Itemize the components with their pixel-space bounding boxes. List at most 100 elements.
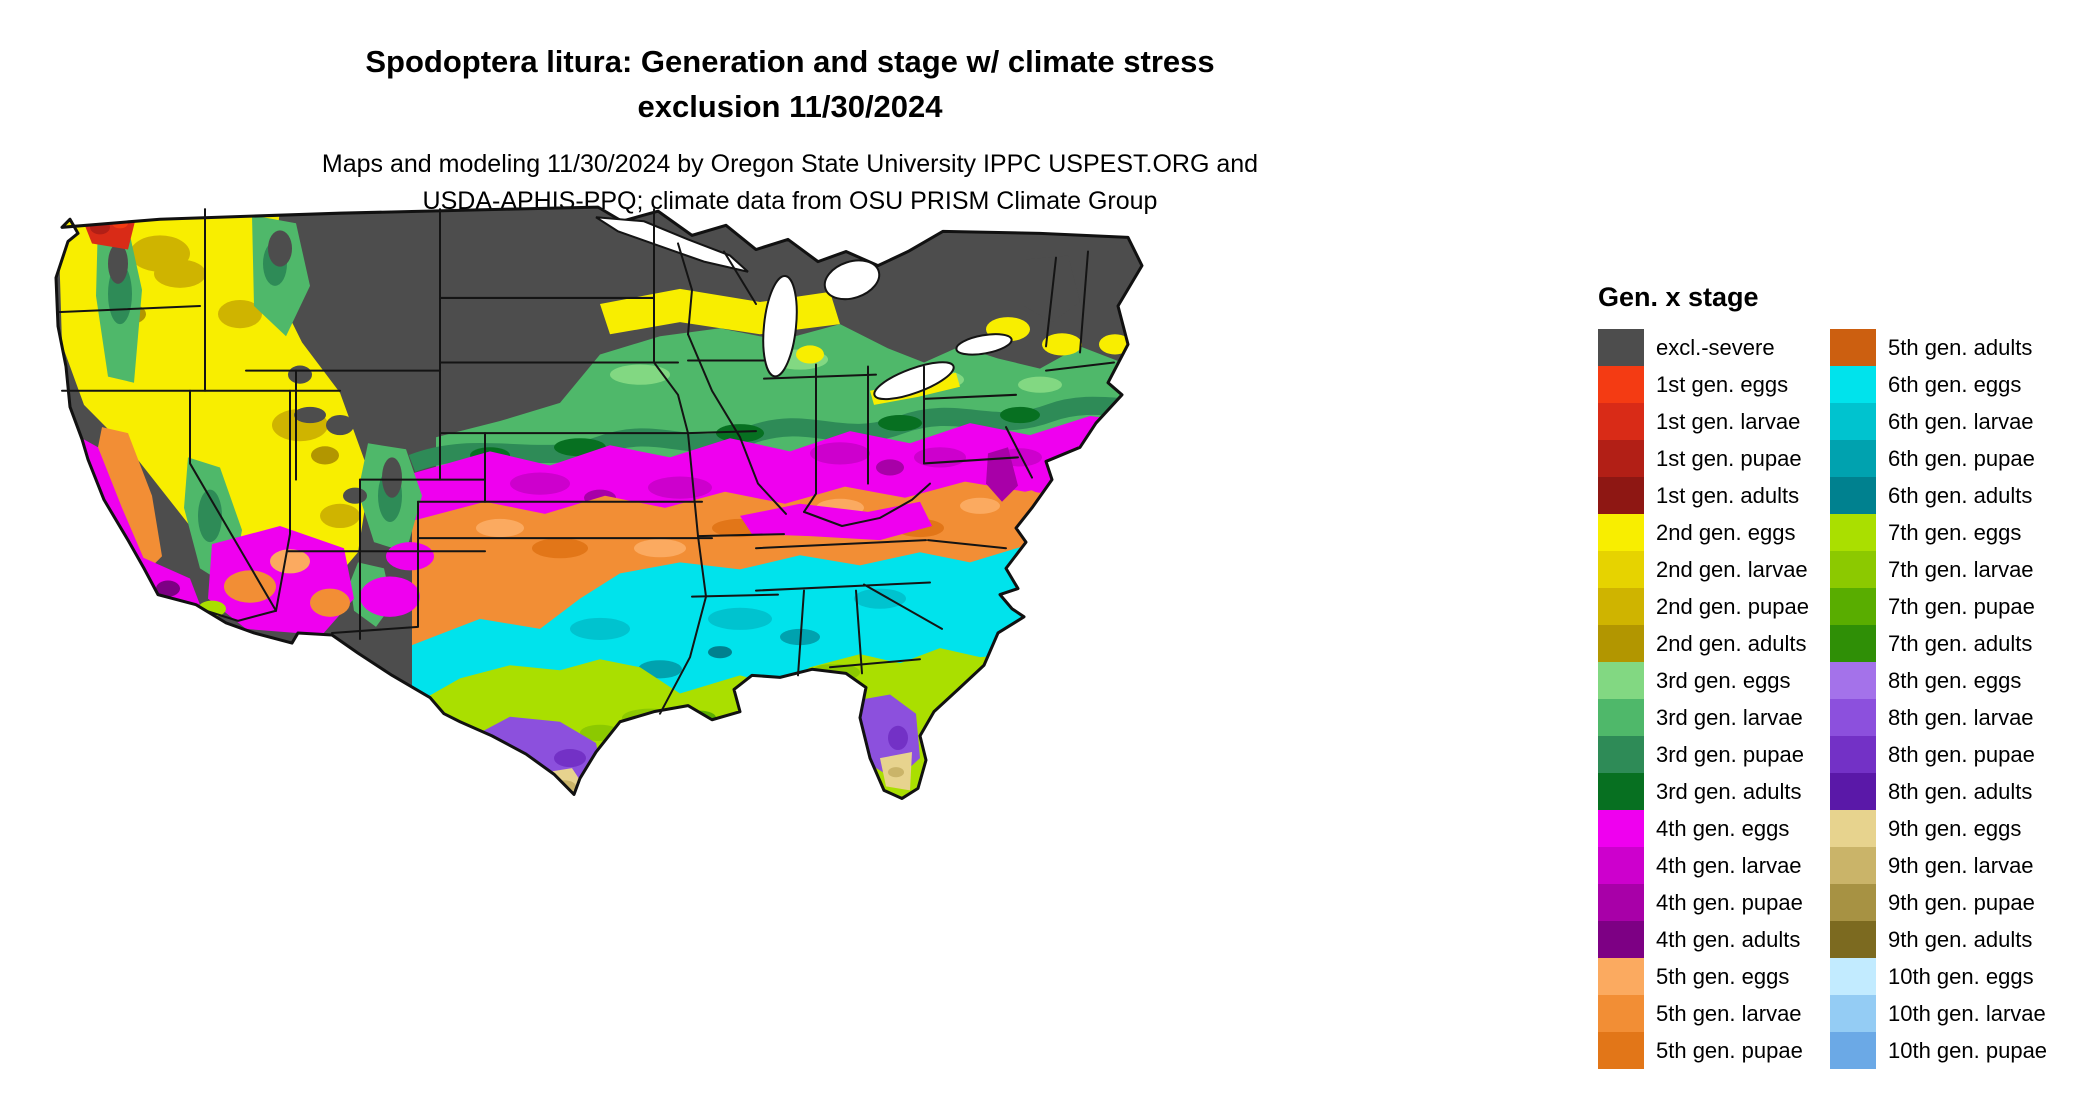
legend-entry: 4th gen. larvae — [1598, 847, 1830, 884]
legend-entry: 3rd gen. eggs — [1598, 662, 1830, 699]
legend-swatch — [1598, 329, 1644, 366]
legend-swatch — [1598, 699, 1644, 736]
legend-label: excl.-severe — [1656, 334, 1775, 360]
legend-entry: 4th gen. adults — [1598, 921, 1830, 958]
legend-label: 1st gen. larvae — [1656, 408, 1801, 434]
legend-label: 4th gen. eggs — [1656, 815, 1790, 841]
legend-label: 5th gen. adults — [1888, 334, 2033, 360]
legend-entry: 9th gen. eggs — [1830, 810, 2062, 847]
legend-swatch — [1830, 810, 1876, 847]
legend-swatch — [1830, 329, 1876, 366]
legend-entry: 9th gen. adults — [1830, 921, 2062, 958]
legend-column-1: excl.-severe 1st gen. eggs 1st gen. larvae… — [1598, 329, 1830, 1069]
legend-label: 10th gen. eggs — [1888, 963, 2034, 989]
legend-swatch — [1598, 995, 1644, 1032]
legend-swatch — [1598, 403, 1644, 440]
legend-label: 6th gen. pupae — [1888, 445, 2035, 471]
legend-label: 3rd gen. adults — [1656, 778, 1802, 804]
legend-swatch — [1830, 699, 1876, 736]
legend-swatch — [1598, 551, 1644, 588]
patch-michigan-2nd-gen — [796, 345, 824, 364]
lake-erie — [873, 361, 955, 401]
legend-entry: 8th gen. eggs — [1830, 662, 2062, 699]
legend-label: 7th gen. eggs — [1888, 519, 2022, 545]
legend-entry: 8th gen. pupae — [1830, 736, 2062, 773]
legend-label: 6th gen. eggs — [1888, 371, 2022, 397]
legend-entry: 7th gen. larvae — [1830, 551, 2062, 588]
legend-label: 5th gen. larvae — [1656, 1000, 1802, 1026]
lake-huron — [823, 259, 881, 301]
legend-label: 10th gen. pupae — [1888, 1037, 2048, 1063]
legend-entry: 2nd gen. adults — [1598, 625, 1830, 662]
legend-label: 10th gen. larvae — [1888, 1000, 2046, 1026]
legend-label: 9th gen. eggs — [1888, 815, 2022, 841]
legend-label: 4th gen. larvae — [1656, 852, 1802, 878]
state-boundaries — [57, 208, 1115, 715]
legend-entry: 1st gen. pupae — [1598, 440, 1830, 477]
legend-entry: 8th gen. adults — [1830, 773, 2062, 810]
legend-swatch — [1598, 588, 1644, 625]
legend-label: 9th gen. adults — [1888, 926, 2033, 952]
title-line-2: exclusion 11/30/2024 — [637, 88, 943, 124]
legend-label: 7th gen. larvae — [1888, 556, 2034, 582]
legend-entry: 3rd gen. pupae — [1598, 736, 1830, 773]
legend-label: 8th gen. larvae — [1888, 704, 2034, 730]
legend-entry: 4th gen. pupae — [1598, 884, 1830, 921]
legend-label: 2nd gen. larvae — [1656, 556, 1808, 582]
legend-column-2: 5th gen. adults 6th gen. eggs 6th gen. lar… — [1830, 329, 2062, 1069]
legend-entry: 2nd gen. eggs — [1598, 514, 1830, 551]
legend-entry: 4th gen. eggs — [1598, 810, 1830, 847]
legend-label: 1st gen. pupae — [1656, 445, 1802, 471]
patches-9th-gen-larvae — [552, 767, 904, 793]
legend-swatch — [1598, 810, 1644, 847]
legend-label: 3rd gen. pupae — [1656, 741, 1805, 767]
legend-label: 3rd gen. eggs — [1656, 667, 1791, 693]
legend-entry: 6th gen. pupae — [1830, 440, 2062, 477]
legend-entry: 1st gen. larvae — [1598, 403, 1830, 440]
legend-label: 4th gen. pupae — [1656, 889, 1803, 915]
legend-label: 1st gen. adults — [1656, 482, 1800, 508]
legend-entry: 7th gen. adults — [1830, 625, 2062, 662]
legend-entry: 1st gen. eggs — [1598, 366, 1830, 403]
legend-swatch — [1598, 625, 1644, 662]
region-california-valley-5th-gen — [96, 427, 162, 575]
lake-michigan — [762, 274, 798, 378]
lake-superior — [595, 216, 749, 273]
patch-socal-4th-gen-adults — [156, 580, 180, 597]
legend-entry: 5th gen. eggs — [1598, 958, 1830, 995]
legend-swatch — [1598, 736, 1644, 773]
legend-columns: excl.-severe 1st gen. eggs 1st gen. larvae… — [1598, 329, 2062, 1069]
legend-entry: 5th gen. adults — [1830, 329, 2062, 366]
legend-swatch — [1598, 662, 1644, 699]
legend-entry: 9th gen. pupae — [1830, 884, 2062, 921]
legend: Gen. x stage excl.-severe 1st gen. eggs 1s… — [1598, 282, 2062, 1069]
legend-entry: 1st gen. adults — [1598, 477, 1830, 514]
patches-southwest-5th-gen — [224, 570, 350, 617]
legend-entry: 2nd gen. larvae — [1598, 551, 1830, 588]
band-7th-gen-eggs — [412, 648, 1142, 799]
legend-entry: 7th gen. pupae — [1830, 588, 2062, 625]
legend-label: 7th gen. adults — [1888, 630, 2033, 656]
legend-swatch — [1598, 847, 1644, 884]
legend-swatch — [1830, 403, 1876, 440]
legend-swatch — [1830, 662, 1876, 699]
patches-6th-gen-larvae — [570, 588, 906, 641]
legend-entry: 6th gen. adults — [1830, 477, 2062, 514]
lake-ontario — [955, 333, 1013, 356]
legend-swatch — [1830, 847, 1876, 884]
patch-chesapeake-4th-gen-pupae — [986, 447, 1018, 502]
legend-label: 2nd gen. pupae — [1656, 593, 1809, 619]
legend-swatch — [1598, 1032, 1644, 1069]
legend-swatch — [1830, 773, 1876, 810]
legend-swatch — [1830, 514, 1876, 551]
us-map-svg — [54, 205, 1144, 800]
region-socal-4th-gen — [138, 556, 200, 605]
legend-label: 1st gen. eggs — [1656, 371, 1789, 397]
legend-label: 8th gen. adults — [1888, 778, 2033, 804]
legend-label: 2nd gen. eggs — [1656, 519, 1796, 545]
legend-label: 2nd gen. adults — [1656, 630, 1807, 656]
patches-east-newmexico-4th-gen — [360, 542, 434, 617]
legend-entry: 3rd gen. adults — [1598, 773, 1830, 810]
legend-swatch — [1598, 958, 1644, 995]
